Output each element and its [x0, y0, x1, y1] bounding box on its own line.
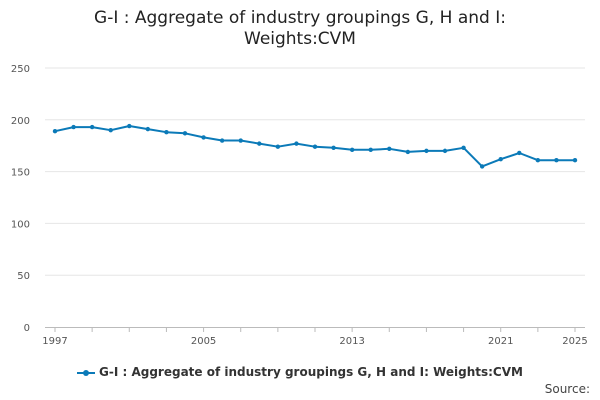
- data-point-2021: [498, 156, 503, 162]
- chart-title-line-1: G-I : Aggregate of industry groupings G,…: [94, 8, 506, 28]
- data-point-2018: [442, 148, 448, 154]
- legend: G-I : Aggregate of industry groupings G,…: [0, 364, 600, 380]
- data-point-2002: [145, 126, 151, 132]
- data-point-2015: [387, 146, 392, 152]
- data-point-2020: [479, 164, 485, 169]
- y-tick-label-200: 200: [11, 116, 30, 127]
- axes: 0 50 100 150 200 250 1997 2005 2013 2021 2025: [11, 64, 588, 347]
- y-tick-label-100: 100: [11, 219, 30, 230]
- y-tick-label-0: 0: [24, 323, 30, 334]
- series-layer: [52, 123, 578, 169]
- data-point-2025: [572, 158, 578, 163]
- data-point-2014: [368, 147, 373, 153]
- data-point-2019: [461, 145, 466, 150]
- data-point-2005: [201, 135, 206, 140]
- data-point-2012: [331, 145, 336, 150]
- data-point-1998: [71, 124, 76, 130]
- data-point-2023: [535, 158, 541, 163]
- data-point-2000: [108, 127, 113, 133]
- chart-title: G-I : Aggregate of industry groupings G,…: [40, 8, 560, 50]
- data-point-2016: [405, 149, 411, 155]
- y-tick-label-50: 50: [17, 271, 30, 282]
- y-tick-label-150: 150: [11, 168, 30, 179]
- data-point-2001: [127, 123, 132, 129]
- data-point-2006: [219, 138, 225, 143]
- data-point-2013: [349, 147, 355, 153]
- data-point-2004: [182, 131, 188, 136]
- data-point-2008: [257, 141, 262, 146]
- x-tick-label-2021: 2021: [488, 336, 513, 347]
- data-point-2003: [164, 130, 169, 135]
- gridlines: [45, 67, 585, 276]
- data-point-2009: [275, 144, 281, 149]
- data-point-2010: [294, 141, 299, 146]
- y-tick-label-250: 250: [11, 64, 30, 75]
- data-point-2024: [554, 158, 559, 163]
- data-point-2017: [424, 148, 429, 154]
- source-label: Source:: [544, 382, 590, 396]
- data-point-2011: [312, 144, 318, 149]
- legend-label: G-I : Aggregate of industry groupings G,…: [99, 365, 523, 379]
- data-point-1999: [89, 124, 95, 130]
- legend-line-marker-icon: [77, 368, 96, 378]
- x-tick-label-2005: 2005: [191, 336, 216, 347]
- x-tick-label-1997: 1997: [42, 336, 67, 347]
- x-tick-label-2013: 2013: [339, 336, 364, 347]
- data-point-1997: [52, 128, 58, 134]
- data-point-2007: [238, 138, 243, 143]
- x-tick-label-2025: 2025: [562, 336, 587, 347]
- chart-title-line-2: Weights:CVM: [244, 29, 356, 49]
- data-point-2022: [517, 150, 522, 156]
